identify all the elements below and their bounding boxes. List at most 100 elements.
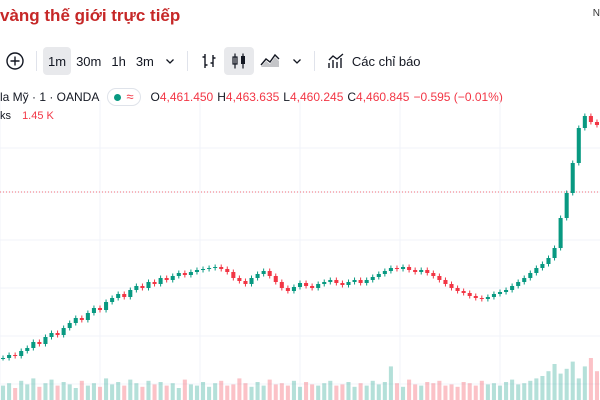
- candle-body: [279, 282, 284, 288]
- volume-bar: [443, 385, 448, 400]
- high-label: H: [217, 90, 226, 104]
- volume-bar: [31, 378, 36, 400]
- symbol-name[interactable]: la Mỹ · 1 · OANDA: [0, 90, 100, 104]
- volume-bar: [401, 386, 406, 400]
- volume-bar: [158, 382, 163, 400]
- volume-bar: [376, 384, 381, 400]
- candle-body: [461, 291, 466, 293]
- candle-body: [534, 268, 539, 273]
- interval-30m-button[interactable]: 30m: [76, 53, 102, 69]
- symbol-legend: la Mỹ · 1 · OANDA ≈ O4,461.450 H4,463.63…: [0, 88, 503, 106]
- volume-bar: [13, 388, 18, 400]
- volume-legend: ks 1.45 K: [0, 110, 54, 122]
- volume-bar: [43, 383, 48, 400]
- volume-bar: [455, 386, 460, 400]
- candle-body: [261, 271, 266, 274]
- volume-bar: [382, 382, 387, 400]
- volume-bar: [225, 385, 230, 400]
- volume-bar: [352, 386, 357, 400]
- page-title: vàng thế giới trực tiếp: [0, 6, 181, 25]
- bar-chart-type-button[interactable]: [194, 47, 224, 75]
- candle-body: [485, 297, 490, 299]
- volume-bar: [328, 380, 333, 400]
- volume-bar: [322, 383, 327, 400]
- volume-bar: [346, 382, 351, 400]
- volume-bar: [128, 379, 133, 400]
- high-value: 4,463.635: [225, 90, 280, 104]
- candle-body: [79, 318, 84, 320]
- indicators-button[interactable]: Các chỉ báo: [321, 47, 426, 75]
- volume-bar: [485, 384, 490, 400]
- volume-bar: [61, 382, 66, 400]
- volume-bar: [37, 386, 42, 400]
- volume-bar: [231, 384, 236, 400]
- candle-body: [528, 273, 533, 278]
- volume-bar: [588, 358, 593, 400]
- interval-3m-button[interactable]: 3m: [135, 53, 154, 69]
- candle-chart-type-button[interactable]: [223, 47, 254, 75]
- volume-bar: [55, 385, 60, 400]
- candle-body: [558, 218, 563, 248]
- candle-body: [491, 294, 496, 297]
- candle-body: [7, 355, 12, 358]
- volume-bar: [249, 386, 254, 400]
- candle-body: [67, 323, 72, 328]
- candle-body: [297, 283, 303, 287]
- volume-bar: [285, 385, 290, 400]
- volume-bar: [152, 384, 157, 400]
- volume-bar: [316, 385, 321, 400]
- volume-bar: [364, 385, 369, 400]
- volume-bar: [261, 385, 266, 400]
- volume-bar: [255, 382, 260, 400]
- volume-bar: [194, 385, 199, 400]
- candle-body: [194, 270, 199, 272]
- candle-body: [340, 283, 345, 285]
- interval-1h-button[interactable]: 1h: [111, 53, 126, 69]
- candle-body: [576, 128, 581, 163]
- candle-body: [97, 308, 103, 310]
- interval-1m-button[interactable]: 1m: [43, 47, 72, 75]
- volume-bar: [594, 371, 599, 400]
- candle-body: [201, 269, 206, 270]
- candle-body: [164, 278, 169, 280]
- candle-body: [213, 267, 218, 268]
- candle-body: [473, 296, 478, 298]
- volume-bar: [340, 384, 345, 400]
- candle-body: [449, 284, 454, 288]
- ohlc-bars-icon: [202, 54, 216, 68]
- volume-bar: [582, 366, 587, 400]
- add-symbol-button[interactable]: [0, 47, 30, 75]
- volume-bar: [91, 383, 96, 400]
- candle-body: [134, 286, 139, 290]
- volume-bar: [243, 383, 248, 400]
- volume-bar: [122, 385, 127, 400]
- indicators-icon: [328, 53, 344, 68]
- candle-body: [352, 280, 357, 282]
- volume-bar: [540, 376, 545, 400]
- candles-icon: [232, 53, 245, 69]
- volume-bar: [564, 368, 569, 400]
- candle-body: [497, 292, 503, 294]
- candle-body: [19, 351, 24, 356]
- candle-body: [540, 264, 545, 268]
- volume-bar: [170, 383, 175, 400]
- candle-body: [382, 271, 387, 274]
- volume-bar: [213, 383, 218, 400]
- candle-body: [267, 271, 272, 276]
- market-status-badge[interactable]: ≈: [107, 88, 141, 106]
- candle-body: [407, 267, 412, 270]
- volume-bar: [146, 380, 151, 400]
- volume-bar: [19, 380, 24, 400]
- interval-dropdown-button[interactable]: [159, 47, 181, 75]
- volume-bar: [419, 385, 424, 400]
- volume-bar: [85, 385, 90, 400]
- candle-body: [510, 286, 515, 290]
- price-chart[interactable]: [0, 100, 600, 400]
- candle-body: [116, 294, 121, 298]
- volume-bar: [79, 380, 84, 400]
- chart-type-dropdown-button[interactable]: [286, 47, 308, 75]
- candle-body: [225, 269, 230, 272]
- candle-body: [140, 286, 145, 288]
- area-chart-type-button[interactable]: [254, 47, 286, 75]
- volume-bar: [7, 383, 12, 400]
